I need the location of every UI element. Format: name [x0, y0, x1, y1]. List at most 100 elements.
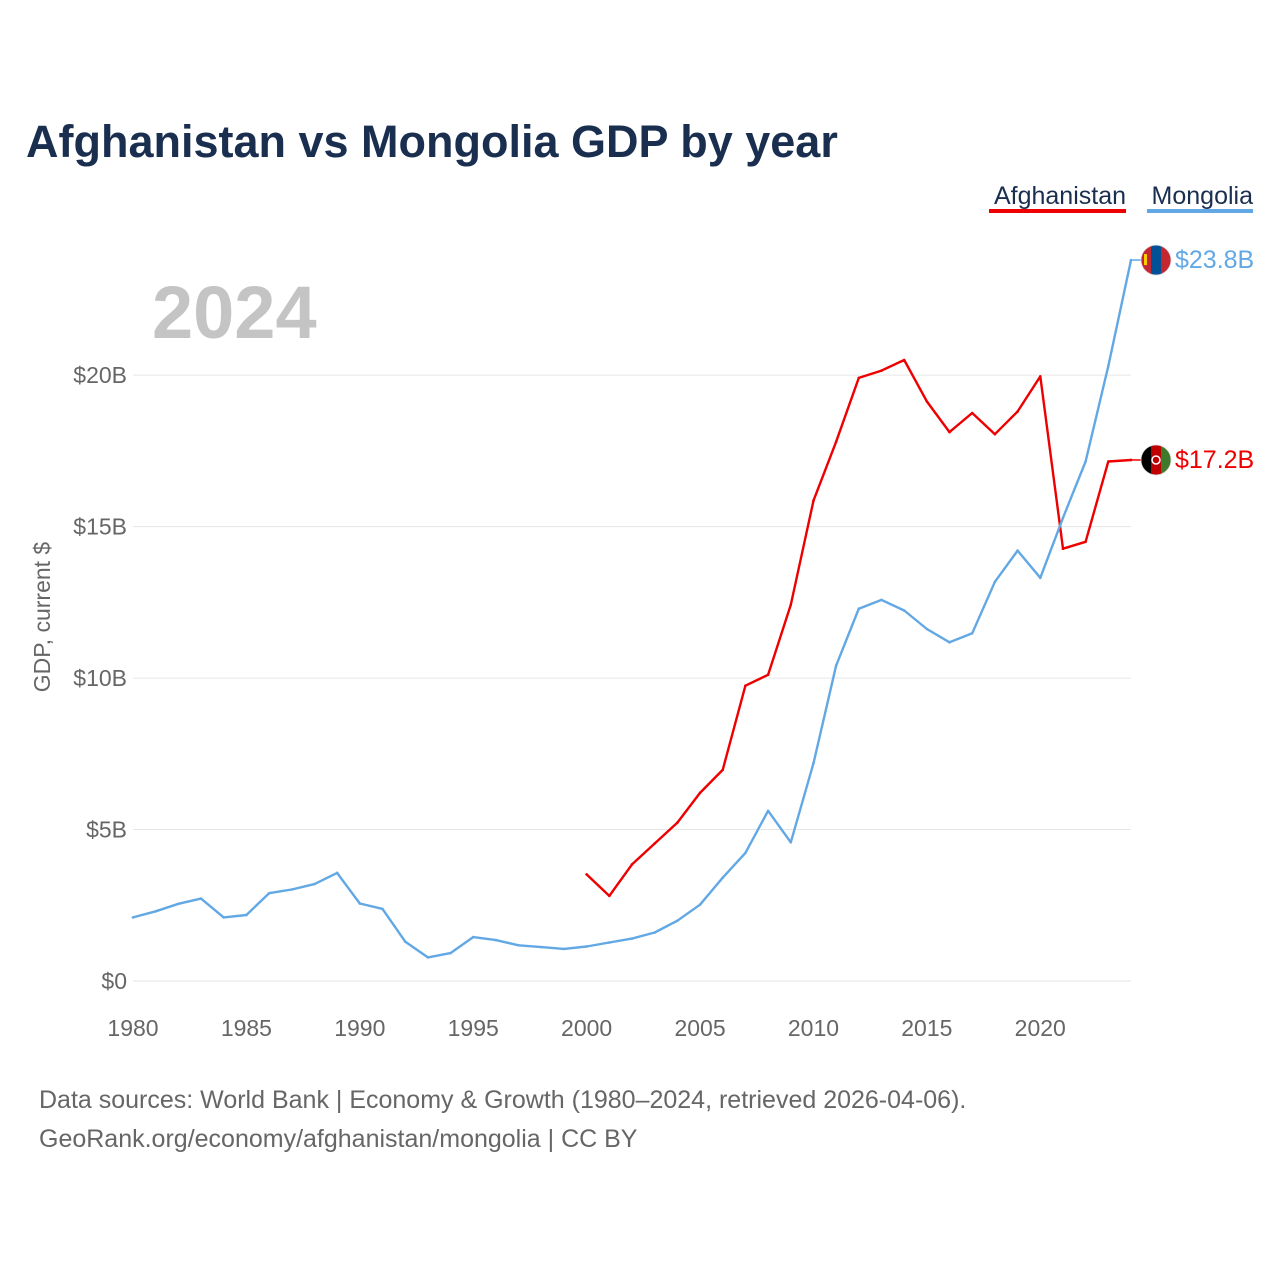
data-point-afghanistan: [834, 440, 838, 444]
data-point-mongolia: [1038, 576, 1042, 580]
data-point-mongolia: [517, 943, 520, 947]
data-point-mongolia: [403, 940, 407, 943]
x-tick-label: 1980: [107, 1015, 158, 1041]
legend-item-mongolia[interactable]: Mongolia: [1152, 182, 1254, 210]
x-tick-label: 2005: [674, 1015, 725, 1041]
x-tick-label: 1985: [221, 1015, 272, 1041]
data-point-mongolia: [426, 956, 430, 959]
credit-link[interactable]: GeoRank.org/economy/afghanistan/mongolia…: [39, 1125, 638, 1153]
data-point-mongolia: [199, 897, 203, 900]
data-point-mongolia: [290, 888, 294, 891]
data-point-mongolia: [698, 903, 702, 906]
data-point-mongolia: [744, 851, 747, 855]
data-point-mongolia: [267, 891, 271, 895]
data-point-afghanistan: [608, 894, 611, 898]
data-point-mongolia: [335, 871, 339, 875]
y-axis-ticks: $0 $5B $10B $15B $20B: [73, 362, 127, 994]
data-point-mongolia: [313, 882, 316, 886]
data-point-mongolia: [1061, 516, 1065, 520]
y-axis-label: GDP, current $: [29, 542, 55, 693]
data-point-mongolia: [494, 938, 498, 942]
series-line-mongolia: [131, 258, 1133, 959]
data-point-mongolia: [222, 916, 226, 919]
data-point-afghanistan: [676, 821, 679, 824]
data-point-mongolia: [449, 951, 452, 955]
data-point-mongolia: [245, 913, 248, 917]
data-point-afghanistan: [653, 842, 656, 845]
data-point-afghanistan: [993, 432, 997, 436]
afghanistan-flag-icon: [1140, 444, 1172, 476]
data-point-mongolia: [1084, 460, 1087, 463]
data-point-afghanistan: [721, 768, 725, 772]
data-point-mongolia: [630, 937, 634, 940]
end-labels: $17.2B $23.8B: [1131, 244, 1254, 476]
data-point-afghanistan: [1084, 540, 1087, 544]
x-tick-label: 2020: [1015, 1015, 1066, 1041]
series-lines: [131, 258, 1133, 959]
data-point-afghanistan: [744, 684, 747, 687]
data-point-mongolia: [993, 580, 997, 584]
data-point-mongolia: [925, 627, 929, 631]
y-tick-label: $15B: [73, 514, 127, 540]
data-point-afghanistan: [698, 791, 702, 795]
data-point-afghanistan: [766, 673, 770, 677]
data-point-mongolia: [676, 919, 679, 923]
data-point-mongolia: [471, 935, 475, 939]
data-point-mongolia: [653, 931, 656, 934]
data-point-afghanistan: [902, 358, 906, 362]
x-tick-label: 1990: [334, 1015, 385, 1041]
data-point-mongolia: [358, 902, 362, 905]
x-tick-label: 2015: [901, 1015, 952, 1041]
data-point-mongolia: [857, 607, 861, 611]
chart-title: Afghanistan vs Mongolia GDP by year: [26, 116, 838, 167]
data-point-mongolia: [880, 598, 883, 602]
data-point-mongolia: [154, 910, 157, 913]
data-point-mongolia: [1107, 364, 1110, 368]
data-point-mongolia: [766, 809, 770, 813]
data-point-afghanistan: [880, 369, 883, 372]
data-point-mongolia: [812, 761, 815, 765]
x-tick-label: 2010: [788, 1015, 839, 1041]
y-tick-label: $20B: [73, 362, 127, 388]
data-point-afghanistan: [630, 863, 634, 866]
data-point-mongolia: [789, 840, 793, 844]
data-point-mongolia: [131, 916, 135, 919]
data-point-afghanistan: [1061, 547, 1065, 551]
gridlines: [133, 374, 1131, 982]
y-tick-label: $10B: [73, 665, 127, 691]
data-point-afghanistan: [812, 499, 815, 502]
y-tick-label: $5B: [86, 817, 127, 843]
source-note: Data sources: World Bank | Economy & Gro…: [39, 1086, 966, 1114]
data-point-afghanistan: [857, 376, 861, 380]
data-point-mongolia: [834, 664, 838, 667]
data-point-mongolia: [539, 945, 543, 949]
data-point-mongolia: [1016, 549, 1019, 552]
data-point-mongolia: [721, 876, 725, 880]
data-point-afghanistan: [585, 873, 588, 876]
x-axis-ticks: 1980 1985 1990 1995 2000 2005 2010 2015 2020: [107, 1015, 1065, 1041]
end-value-label-mongolia: $23.8B: [1175, 246, 1254, 274]
legend: Afghanistan Mongolia: [989, 182, 1253, 213]
year-label: 2024: [152, 271, 317, 354]
data-point-mongolia: [585, 945, 588, 948]
data-point-afghanistan: [1016, 410, 1019, 413]
data-point-afghanistan: [1107, 460, 1110, 463]
data-point-afghanistan: [948, 430, 951, 434]
data-point-afghanistan: [789, 603, 793, 607]
data-point-mongolia: [562, 947, 566, 951]
y-tick-label: $0: [101, 968, 127, 994]
data-point-mongolia: [902, 609, 906, 612]
data-point-mongolia: [970, 631, 974, 635]
end-value-label-afghanistan: $17.2B: [1175, 446, 1254, 474]
data-point-mongolia: [948, 641, 951, 644]
x-tick-label: 1995: [448, 1015, 499, 1041]
mongolia-flag-icon: [1140, 244, 1172, 276]
x-tick-label: 2000: [561, 1015, 612, 1041]
legend-swatch-afghanistan: [989, 209, 1126, 213]
legend-item-afghanistan[interactable]: Afghanistan: [994, 182, 1126, 210]
legend-swatch-mongolia: [1147, 209, 1253, 213]
series-line-afghanistan: [585, 358, 1133, 898]
data-point-afghanistan: [970, 411, 974, 415]
data-point-mongolia: [381, 907, 384, 911]
